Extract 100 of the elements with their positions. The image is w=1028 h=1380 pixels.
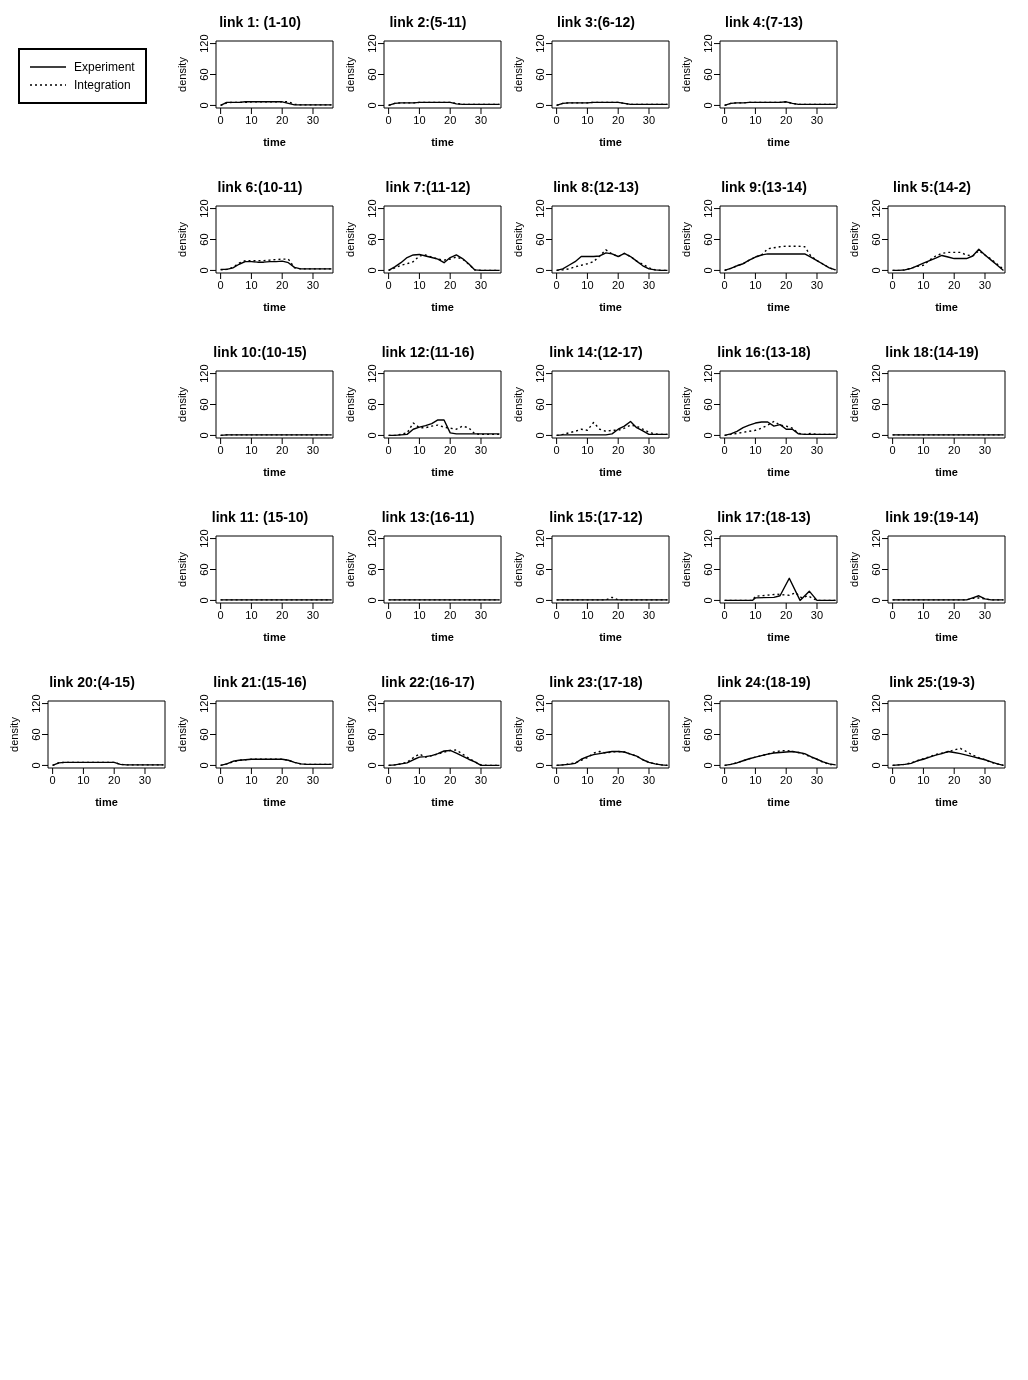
y-axis-title: density [679,221,692,257]
x-tick-label: 10 [413,278,426,291]
x-axis-title: time [935,796,958,808]
x-axis-title: time [935,301,958,313]
x-tick-label: 20 [612,608,625,621]
x-tick-label: 0 [385,113,392,126]
y-tick-label: 60 [701,233,714,246]
y-tick-label: 0 [365,102,378,109]
y-tick-label: 60 [533,233,546,246]
y-tick-label: 120 [701,199,714,218]
y-tick-label: 0 [869,267,882,274]
chart-title: link 6:(10-11) [216,179,304,197]
x-tick-label: 0 [553,608,560,621]
x-tick-label: 30 [474,443,488,456]
y-tick-label: 60 [365,68,378,81]
x-tick-label: 30 [306,773,320,786]
x-tick-label: 0 [889,773,896,786]
x-tick-label: 10 [749,608,762,621]
y-tick-label: 60 [533,563,546,576]
x-tick-label: 20 [612,443,625,456]
x-tick-label: 20 [444,113,457,126]
chart-title: link 9:(13-14) [720,179,808,197]
y-axis-title: density [511,551,524,587]
x-tick-label: 30 [642,113,656,126]
chart-title: link 25:(19-3) [888,674,976,692]
x-tick-label: 20 [276,608,289,621]
y-tick-label: 0 [533,762,546,769]
y-axis-title: density [679,716,692,752]
legend-label: Integration [74,78,131,92]
chart-title: link 5:(14-2) [892,179,972,197]
y-tick-label: 60 [197,233,210,246]
y-axis-title: density [511,386,524,422]
x-axis-title: time [263,136,286,148]
x-tick-label: 30 [474,773,488,786]
x-tick-label: 20 [612,278,625,291]
y-tick-label: 120 [365,694,378,713]
y-tick-label: 0 [701,432,714,439]
x-tick-label: 0 [889,443,896,456]
y-axis-title: density [847,716,860,752]
x-tick-label: 0 [721,113,728,126]
x-axis-title: time [431,631,454,643]
x-tick-label: 10 [581,443,594,456]
y-tick-label: 60 [701,728,714,741]
x-tick-label: 30 [978,608,992,621]
x-tick-label: 20 [444,278,457,291]
x-tick-label: 20 [948,608,961,621]
chart-title: link 7:(11-12) [384,179,472,197]
legend-label: Experiment [74,60,135,74]
y-axis-title: density [7,716,20,752]
y-tick-label: 60 [197,398,210,411]
y-tick-label: 0 [869,432,882,439]
y-tick-label: 120 [533,199,546,218]
x-tick-label: 0 [385,278,392,291]
y-axis-title: density [175,386,188,422]
x-tick-label: 20 [948,278,961,291]
y-tick-label: 120 [365,34,378,53]
y-tick-label: 60 [365,398,378,411]
chart-title: link 1: (1-10) [218,14,302,32]
chart-title: link 12:(11-16) [380,344,476,362]
y-tick-label: 0 [197,762,210,769]
y-axis-title: density [679,56,692,92]
y-tick-label: 0 [533,102,546,109]
x-axis-title: time [767,631,790,643]
y-tick-label: 0 [197,432,210,439]
y-tick-label: 60 [533,728,546,741]
x-tick-label: 10 [581,773,594,786]
y-tick-label: 120 [197,199,210,218]
chart-title: link 3:(6-12) [556,14,636,32]
x-tick-label: 20 [108,773,121,786]
x-tick-label: 10 [581,113,594,126]
y-tick-label: 120 [365,199,378,218]
y-axis-title: density [343,716,356,752]
y-tick-label: 60 [869,563,882,576]
y-axis-title: density [847,386,860,422]
x-axis-title: time [263,796,286,808]
y-tick-label: 0 [197,267,210,274]
chart-title: link 10:(10-15) [212,344,308,362]
y-tick-label: 120 [533,529,546,548]
y-tick-label: 120 [533,364,546,383]
x-tick-label: 10 [749,773,762,786]
y-tick-label: 120 [701,529,714,548]
x-axis-title: time [263,466,286,478]
x-tick-label: 20 [276,113,289,126]
x-tick-label: 20 [780,608,793,621]
x-tick-label: 10 [749,443,762,456]
x-tick-label: 10 [749,278,762,291]
x-tick-label: 20 [948,773,961,786]
x-axis-title: time [935,631,958,643]
x-axis-title: time [431,136,454,148]
y-tick-label: 0 [701,102,714,109]
x-tick-label: 20 [444,608,457,621]
y-tick-label: 60 [533,68,546,81]
x-axis-title: time [767,466,790,478]
y-axis-title: density [679,551,692,587]
x-axis-title: time [599,301,622,313]
y-tick-label: 120 [869,199,882,218]
x-tick-label: 30 [474,278,488,291]
y-tick-label: 0 [365,762,378,769]
x-tick-label: 20 [780,113,793,126]
y-tick-label: 120 [869,694,882,713]
